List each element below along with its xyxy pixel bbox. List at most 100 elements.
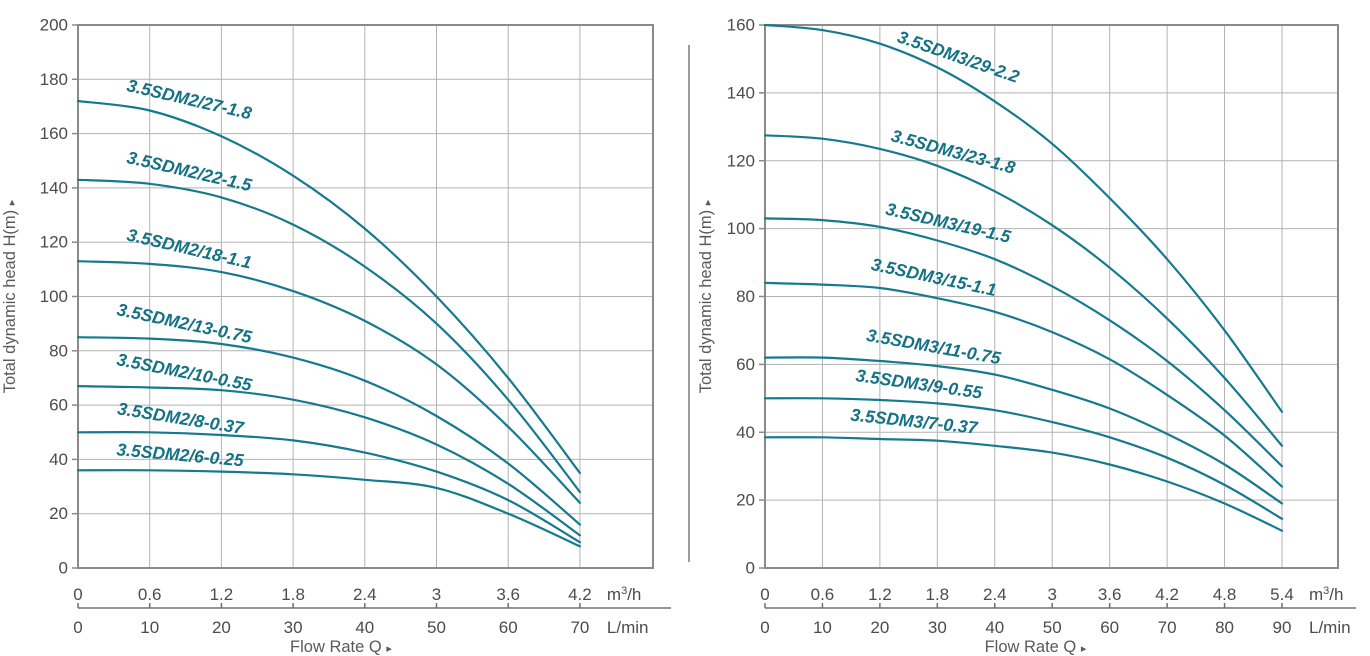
curves: [763, 23, 1284, 532]
curve-label: 3.5SDM2/27-1.8: [125, 75, 254, 123]
pump-curve: [763, 217, 1284, 468]
y-tick-label: 120: [727, 151, 755, 170]
x-tick-label-secondary: 30: [928, 618, 947, 637]
x-axis-primary: 0 0.6 1.2 1.8 2.4 3 3.6 4.2 m3/h: [73, 585, 641, 604]
x-tick-label-secondary: 30: [284, 618, 303, 637]
pump-curve: [763, 397, 1284, 520]
pump-curve: [76, 99, 581, 475]
x-tick-label-primary: 1.2: [210, 585, 234, 604]
x-tick-label-secondary: 90: [1273, 618, 1292, 637]
curve-label: 3.5SDM2/6-0.25: [116, 439, 245, 470]
x-unit-secondary: L/min: [607, 618, 649, 637]
x-unit-secondary: L/min: [1309, 618, 1351, 637]
y-tick-label: 40: [736, 423, 755, 442]
x-tick-label-primary: 2.4: [353, 585, 377, 604]
curve-label: 3.5SDM3/23-1.8: [889, 125, 1018, 177]
pump-curve: [76, 178, 581, 494]
pump-curve: [76, 430, 581, 544]
x-tick-label-secondary: 60: [1100, 618, 1119, 637]
x-tick-label-primary: 4.2: [1155, 585, 1179, 604]
pump-curve: [763, 281, 1284, 488]
y-axis: 0 20 40 60 80 100 120 140 160 180 200 Total dynamic…: [1, 16, 78, 578]
y-tick-label: 60: [49, 396, 68, 415]
y-tick-label: 100: [40, 287, 68, 306]
x-tick-label-secondary: 70: [1158, 618, 1177, 637]
curves: [76, 99, 581, 548]
y-axis-title: Total dynamic head H(m) ▸: [1, 199, 19, 393]
y-tick-label: 20: [49, 504, 68, 523]
x-tick-label-secondary: 50: [1043, 618, 1062, 637]
curve-labels: 3.5SDM3/29-2.23.5SDM3/23-1.83.5SDM3/19-1…: [850, 26, 1023, 437]
x-tick-label-secondary: 50: [427, 618, 446, 637]
x-tick-label-secondary: 0: [760, 618, 769, 637]
curve-label: 3.5SDM3/15-1.1: [869, 254, 998, 300]
pump-curve: [763, 436, 1284, 532]
x-tick-label-secondary: 70: [570, 618, 589, 637]
x-tick-label-primary: 4.8: [1213, 585, 1237, 604]
y-tick-label: 160: [727, 16, 755, 35]
x-tick-label-secondary: 80: [1215, 618, 1234, 637]
x-tick-label-secondary: 60: [499, 618, 518, 637]
pump-curve: [76, 336, 581, 526]
y-tick-label: 0: [746, 559, 755, 578]
x-tick-label-primary: 1.2: [868, 585, 892, 604]
y-tick-label: 100: [727, 219, 755, 238]
pump-curve: [76, 260, 581, 504]
curve-label: 3.5SDM3/7-0.37: [850, 405, 980, 438]
gridlines: [78, 25, 653, 568]
x-tick-label-primary: 1.8: [926, 585, 950, 604]
y-axis: 0 20 40 60 80 100 120 140 160 Total dynamic head …: [697, 16, 765, 578]
x-tick-label-secondary: 40: [355, 618, 374, 637]
x-tick-label-primary: 1.8: [281, 585, 305, 604]
chart-divider: [688, 45, 690, 562]
pump-curve: [763, 356, 1284, 505]
y-tick-label: 140: [727, 83, 755, 102]
y-tick-label: 120: [40, 233, 68, 252]
curve-labels: 3.5SDM2/27-1.83.5SDM2/22-1.53.5SDM2/18-1…: [115, 75, 254, 470]
x-tick-label-secondary: 10: [813, 618, 832, 637]
pump-curve: [76, 385, 581, 537]
y-tick-label: 80: [736, 287, 755, 306]
x-tick-label-primary: 0: [73, 585, 82, 604]
curve-label: 3.5SDM2/18-1.1: [125, 224, 254, 272]
x-tick-label-secondary: 20: [870, 618, 889, 637]
y-axis-title: Total dynamic head H(m) ▸: [697, 199, 715, 393]
x-axis-title: Flow Rate Q ▸: [985, 638, 1087, 656]
x-tick-label-primary: 3: [1047, 585, 1056, 604]
curve-label: 3.5SDM3/9-0.55: [855, 365, 984, 403]
pump-curve: [763, 23, 1284, 413]
y-tick-label: 80: [49, 341, 68, 360]
y-tick-label: 200: [40, 16, 68, 35]
x-tick-label-primary: 3.6: [1098, 585, 1122, 604]
gridlines: [765, 25, 1338, 568]
x-tick-label-primary: 5.4: [1270, 585, 1294, 604]
y-tick-label: 180: [40, 70, 68, 89]
y-tick-label: 20: [736, 491, 755, 510]
pump-curve: [76, 469, 581, 548]
x-tick-label-primary: 0.6: [138, 585, 162, 604]
x-tick-label-primary: 0.6: [811, 585, 835, 604]
x-axis-primary: 0 0.6 1.2 1.8 2.4 3 3.6 4.2 4.8 5.4 m3/h: [760, 585, 1343, 604]
y-tick-label: 160: [40, 124, 68, 143]
curve-label: 3.5SDM3/19-1.5: [884, 199, 1013, 247]
x-tick-label-primary: 3: [432, 585, 441, 604]
y-tick-label: 140: [40, 178, 68, 197]
x-unit-primary: m3/h: [607, 585, 641, 604]
x-tick-label-primary: 4.2: [568, 585, 592, 604]
pump-curve: [763, 134, 1284, 447]
x-tick-label-secondary: 20: [212, 618, 231, 637]
x-tick-label-primary: 2.4: [983, 585, 1007, 604]
x-unit-primary: m3/h: [1309, 585, 1343, 604]
x-tick-label-secondary: 40: [985, 618, 1004, 637]
x-tick-label-secondary: 10: [140, 618, 159, 637]
x-axis-title: Flow Rate Q ▸: [290, 638, 392, 656]
x-tick-label-primary: 0: [760, 585, 769, 604]
y-tick-label: 60: [736, 355, 755, 374]
x-tick-label-secondary: 0: [73, 618, 82, 637]
x-tick-label-primary: 3.6: [496, 585, 520, 604]
y-tick-label: 0: [59, 559, 68, 578]
x-axis-secondary: 0 10 20 30 40 50 60 70 L/min: [73, 603, 671, 637]
